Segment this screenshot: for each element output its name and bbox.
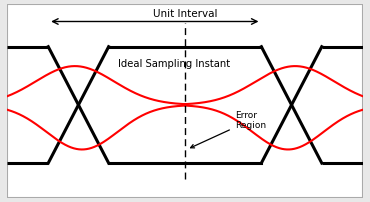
Text: Error
Region: Error Region — [191, 111, 266, 148]
Text: Ideal Sampling Instant: Ideal Sampling Instant — [118, 59, 231, 69]
Text: Unit Interval: Unit Interval — [153, 8, 217, 19]
